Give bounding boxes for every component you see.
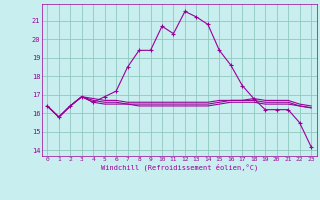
X-axis label: Windchill (Refroidissement éolien,°C): Windchill (Refroidissement éolien,°C) bbox=[100, 164, 258, 171]
